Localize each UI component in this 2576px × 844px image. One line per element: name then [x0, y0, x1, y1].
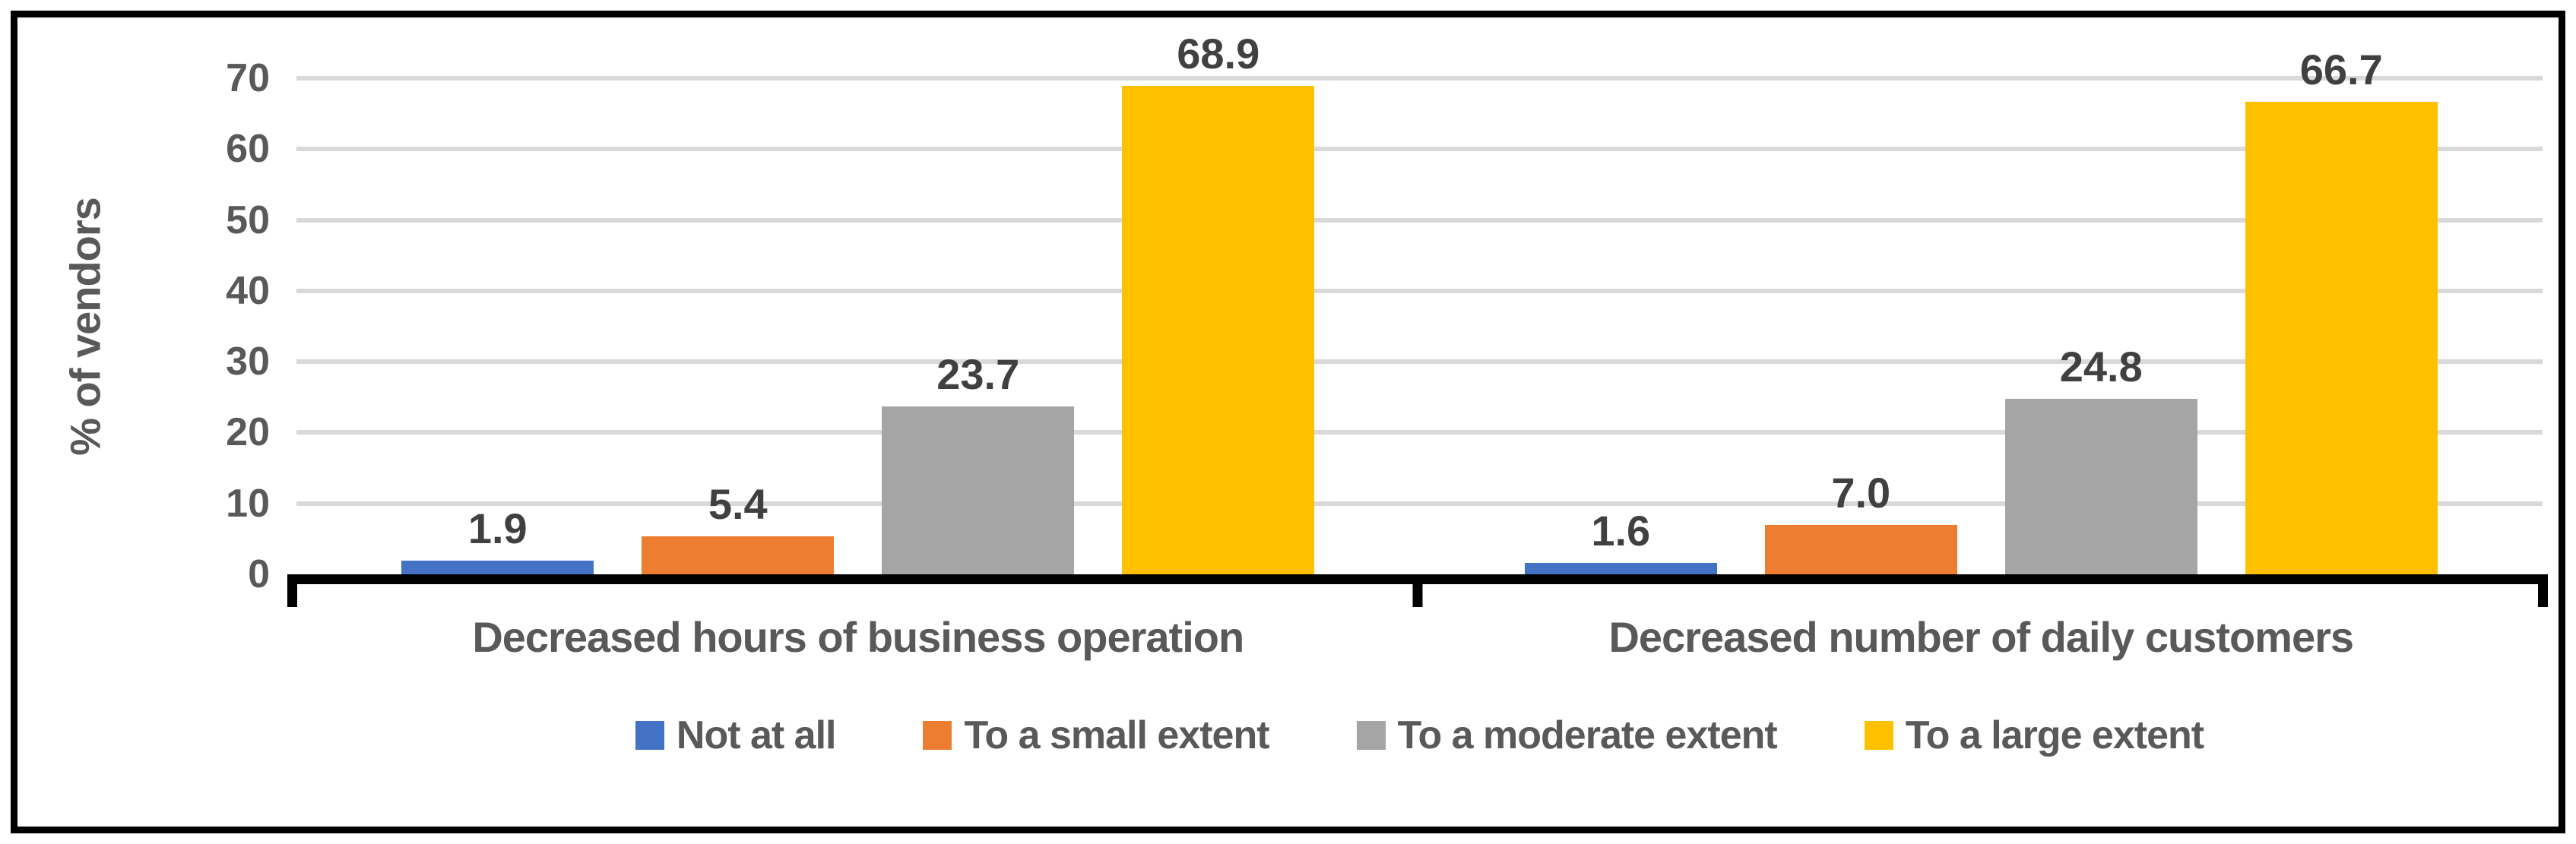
legend-label: To a moderate extent — [1397, 713, 1778, 757]
y-axis-title: % of vendors — [61, 198, 109, 456]
y-axis-tick-label: 40 — [226, 268, 270, 313]
gridline — [296, 217, 2543, 223]
category-label: Decreased number of daily customers — [1608, 613, 2354, 661]
data-label: 5.4 — [708, 479, 768, 528]
x-axis-tick — [1412, 584, 1423, 607]
gridline — [296, 147, 2543, 152]
bar-to-a-moderate-extent: 24.8 — [2004, 345, 2197, 574]
data-label: 23.7 — [936, 349, 1020, 398]
legend-item-not-at-all: Not at all — [635, 713, 836, 758]
y-axis-tick-label: 10 — [226, 481, 270, 526]
y-axis-tick-label: 50 — [226, 198, 270, 242]
legend-label: To a large extent — [1905, 713, 2204, 757]
bar-to-a-large-extent: 66.7 — [2245, 48, 2438, 574]
legend-swatch-icon — [635, 721, 664, 750]
y-axis-tick-label: 20 — [226, 410, 270, 455]
legend-label: Not at all — [676, 713, 837, 757]
legend-swatch-icon — [1864, 721, 1893, 750]
y-axis-tick-label: 60 — [226, 127, 270, 172]
legend-item-to-a-large-extent: To a large extent — [1864, 713, 2204, 758]
gridline — [296, 359, 2543, 365]
y-axis-tick-label: 30 — [226, 340, 270, 384]
legend-label: To a small extent — [964, 713, 1269, 757]
legend-swatch-icon — [1356, 721, 1386, 750]
data-label: 24.8 — [2059, 342, 2143, 390]
bar-group-2: 1.6 7.0 24.8 66.7 — [1420, 48, 2543, 574]
category-label: Decreased hours of business operation — [472, 613, 1244, 661]
y-axis-tick-label: 70 — [226, 56, 270, 100]
y-axis-tick-label: 0 — [248, 552, 270, 596]
bar-not-at-all: 1.9 — [401, 507, 594, 574]
legend-swatch-icon — [923, 721, 952, 750]
category-axis: Decreased hours of business operation Dec… — [296, 612, 2543, 662]
data-label: 68.9 — [1177, 30, 1260, 78]
bar-not-at-all: 1.6 — [1524, 510, 1717, 574]
x-axis-tick — [2538, 584, 2548, 607]
bar-to-a-moderate-extent: 23.7 — [882, 352, 1075, 574]
gridline — [296, 430, 2543, 435]
plot-area: 1.9 5.4 23.7 68.9 1.6 7.0 24.8 66.7 — [296, 33, 2543, 574]
x-axis-tick — [287, 584, 297, 607]
chart-border — [11, 11, 2565, 833]
bar-to-a-large-extent: 68.9 — [1122, 33, 1315, 574]
gridline — [296, 288, 2543, 293]
x-axis-line — [287, 574, 2548, 607]
data-label: 7.0 — [1831, 468, 1891, 517]
legend: Not at all To a small extent To a moderate… — [296, 713, 2543, 758]
gridline — [296, 501, 2543, 506]
legend-item-to-a-small-extent: To a small extent — [923, 713, 1270, 758]
bar-to-a-small-extent: 7.0 — [1764, 471, 1957, 574]
data-label: 1.9 — [467, 504, 528, 553]
gridline — [296, 76, 2543, 81]
data-label: 1.6 — [1591, 507, 1651, 555]
bar-group-1: 1.9 5.4 23.7 68.9 — [296, 33, 1420, 574]
legend-item-to-a-moderate-extent: To a moderate extent — [1356, 713, 1778, 758]
bar-to-a-small-extent: 5.4 — [642, 482, 835, 574]
data-label: 66.7 — [2299, 45, 2383, 93]
